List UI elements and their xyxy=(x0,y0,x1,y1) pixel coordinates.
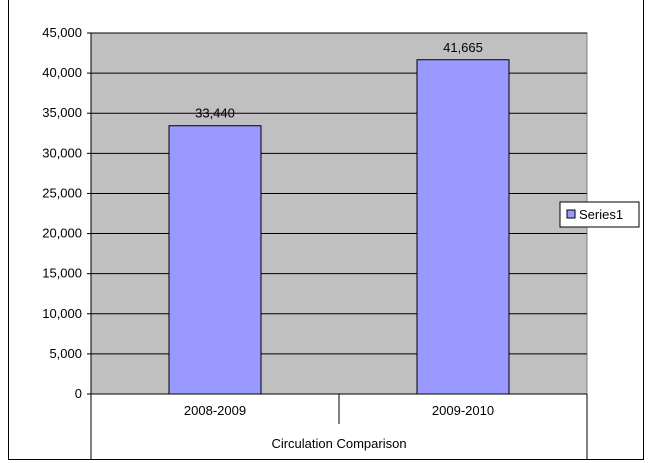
y-tick-label: 45,000 xyxy=(42,25,82,40)
x-tick-label: 2009-2010 xyxy=(432,403,494,418)
y-tick-label: 0 xyxy=(75,386,82,401)
x-axis: 2008-2009 2009-2010 xyxy=(90,33,588,460)
y-axis-tick-labels: 0 5,000 10,000 15,000 20,000 25,000 30,000 35,0… xyxy=(42,25,82,401)
y-tick-label: 20,000 xyxy=(42,226,82,241)
data-label: 41,665 xyxy=(443,40,483,55)
data-labels: 33,440 41,665 xyxy=(195,40,483,121)
y-tick-label: 10,000 xyxy=(42,306,82,321)
legend-swatch xyxy=(566,209,576,219)
data-label: 33,440 xyxy=(195,106,235,121)
legend-label-series1: Series1 xyxy=(579,207,623,222)
bar-2008-2009 xyxy=(168,125,262,395)
chart-frame: 0 5,000 10,000 15,000 20,000 25,000 30,000 35,0… xyxy=(8,0,644,460)
y-tick-label: 15,000 xyxy=(42,266,82,281)
legend: Series1 xyxy=(559,201,640,228)
y-tick-label: 30,000 xyxy=(42,145,82,160)
plot-area xyxy=(90,32,588,395)
bars xyxy=(168,59,510,395)
x-axis-title: Circulation Comparison xyxy=(271,436,406,451)
y-tick-label: 25,000 xyxy=(42,185,82,200)
bar-2009-2010 xyxy=(416,59,510,395)
y-tick-label: 35,000 xyxy=(42,105,82,120)
x-tick-label: 2008-2009 xyxy=(184,403,246,418)
y-tick-label: 5,000 xyxy=(49,346,82,361)
y-tick-label: 40,000 xyxy=(42,65,82,80)
bar-chart: 0 5,000 10,000 15,000 20,000 25,000 30,000 35,0… xyxy=(42,25,640,460)
